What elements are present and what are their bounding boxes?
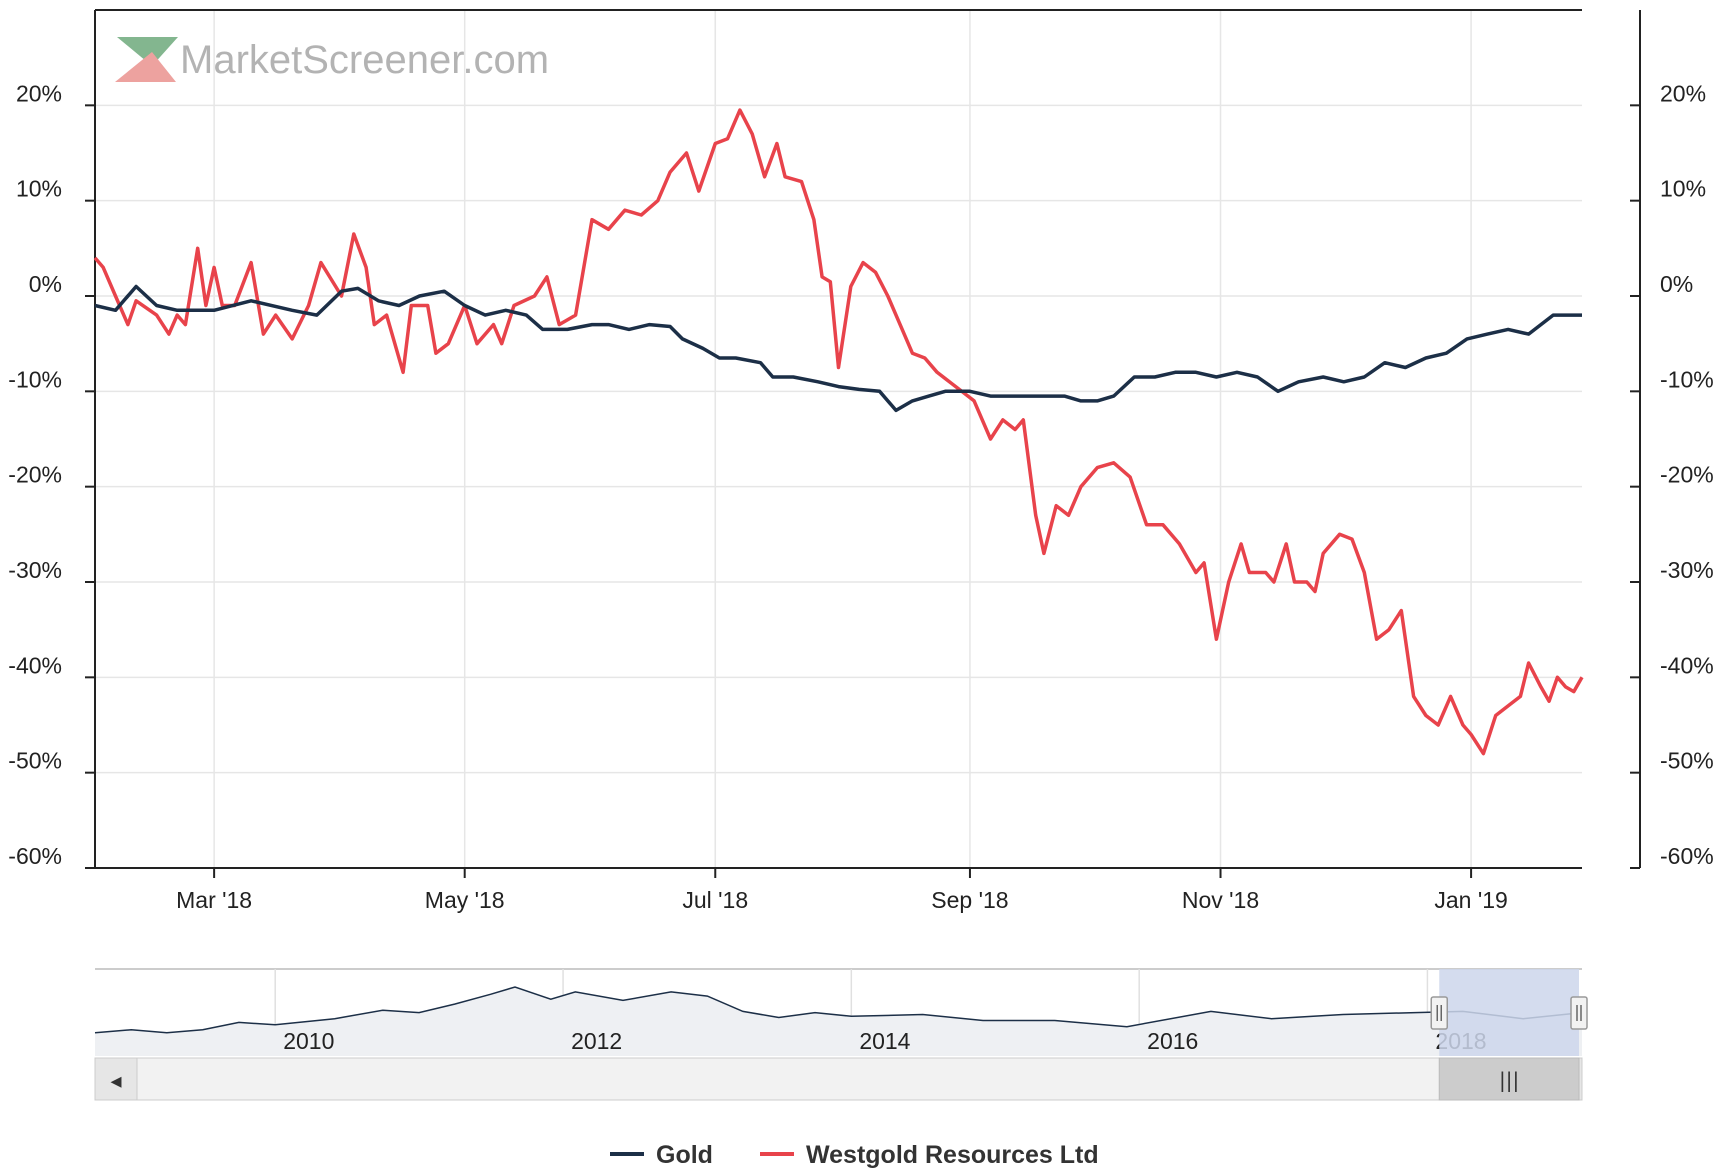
y-axis-right: 20% 10% 0% -10% -20% -30% -40% -50% -60% [1630,80,1714,869]
y-tick-label-right: -40% [1660,652,1714,678]
left-arrow-icon: ◂ [110,1069,121,1094]
y-tick-label-right: -30% [1660,557,1714,583]
x-tick-label: Jul '18 [682,887,748,913]
x-axis: Mar '18 May '18 Jul '18 Sep '18 Nov '18 Jan '… [176,868,1508,913]
y-tick-label-left: -20% [8,462,62,488]
x-tick-label: Mar '18 [176,887,252,913]
navigator-handle-left[interactable] [1430,996,1449,1030]
scrollbar-thumb[interactable] [1438,1057,1580,1101]
y-tick-label-right: -10% [1660,366,1714,392]
legend-item-gold[interactable]: Gold [610,1141,713,1169]
y-tick-label-right: -60% [1660,843,1714,869]
legend-item-westgold[interactable]: Westgold Resources Ltd [760,1141,1099,1169]
scrollbar-left-button[interactable] [94,1057,138,1101]
y-tick-label-left: 20% [16,80,62,106]
y-tick-label-left: -40% [8,652,62,678]
scrollbar-track[interactable] [94,1057,1583,1101]
x-tick-label: Nov '18 [1182,887,1259,913]
logo-text: MarketScreener.com [180,38,549,82]
series-line-westgold [93,108,1584,756]
navigator-handle-right[interactable] [1570,996,1588,1030]
navigator[interactable]: 20102012201420162018 [94,968,1588,1058]
x-tick-label: Jan '19 [1434,887,1507,913]
marketscreener-logo: MarketScreener.com [115,37,549,82]
series-line-gold [94,284,1582,413]
y-tick-label-left: -10% [8,366,62,392]
x-tick-label: May '18 [425,887,505,913]
navigator-year-label: 2016 [1147,1028,1198,1054]
legend-label-westgold: Westgold Resources Ltd [806,1141,1099,1169]
y-tick-label-right: 0% [1660,271,1693,297]
navigator-handle-body[interactable] [1430,996,1449,1030]
y-tick-label-left: 0% [29,271,62,297]
navigator-handle-body[interactable] [1570,996,1588,1030]
y-tick-label-left: 10% [16,176,62,202]
y-tick-label-left: -50% [8,748,62,774]
x-tick-label: Sep '18 [931,887,1008,913]
plot-series [93,108,1584,756]
navigator-line [94,986,1583,1034]
navigator-year-label: 2012 [571,1028,622,1054]
plot-axes [94,9,1641,869]
scrollbar[interactable]: ◂ ▸ ||| [94,1057,1583,1101]
y-tick-label-right: -20% [1660,462,1714,488]
scrollbar-grip-icon: ||| [1499,1068,1519,1092]
y-tick-label-left: -30% [8,557,62,583]
legend-label-gold: Gold [656,1141,713,1169]
navigator-selection[interactable] [1439,969,1579,1056]
navigator-year-label: 2010 [283,1028,334,1054]
y-tick-label-right: -50% [1660,748,1714,774]
y-axis-left: 20% 10% 0% -10% -20% -30% -40% -50% -60% [8,80,95,869]
navigator-area [95,987,1582,1056]
y-tick-label-right: 10% [1660,176,1706,202]
y-tick-label-right: 20% [1660,80,1706,106]
legend: Gold Westgold Resources Ltd [610,1141,1099,1169]
navigator-year-label: 2014 [859,1028,910,1054]
y-tick-label-left: -60% [8,843,62,869]
